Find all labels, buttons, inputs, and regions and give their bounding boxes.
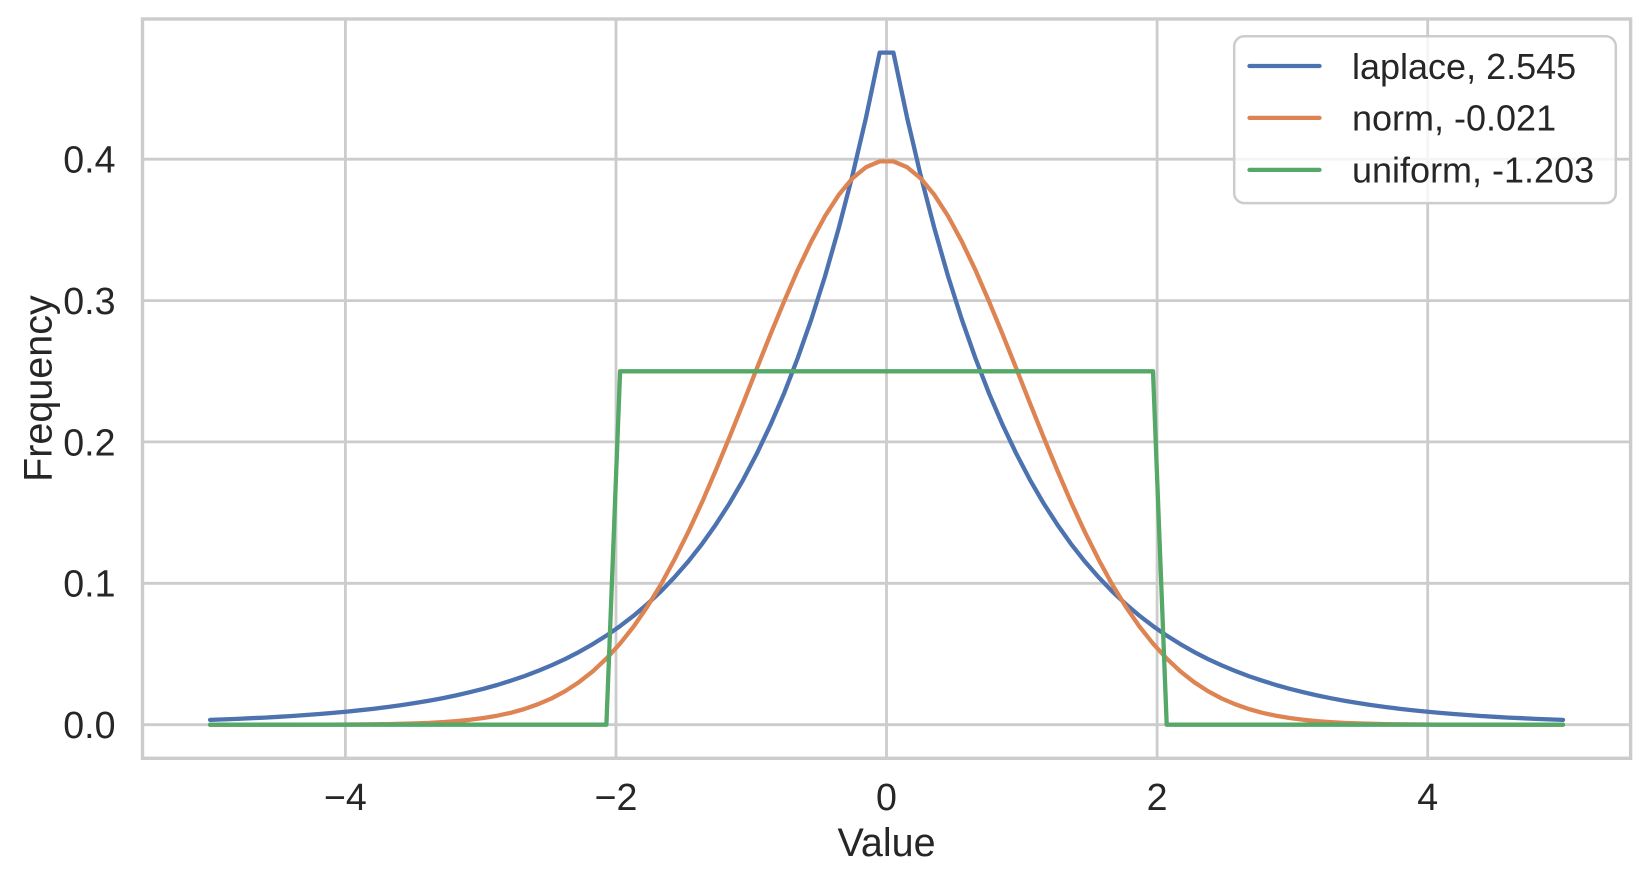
- svg-text:0.4: 0.4: [63, 139, 115, 181]
- svg-text:0.2: 0.2: [63, 421, 115, 463]
- svg-text:0: 0: [876, 776, 897, 818]
- svg-text:laplace, 2.545: laplace, 2.545: [1352, 46, 1576, 87]
- svg-text:Frequency: Frequency: [17, 295, 61, 482]
- svg-text:norm, -0.021: norm, -0.021: [1352, 98, 1556, 139]
- svg-text:0.3: 0.3: [63, 280, 115, 322]
- svg-text:0.0: 0.0: [63, 704, 115, 746]
- svg-text:uniform, -1.203: uniform, -1.203: [1352, 150, 1594, 191]
- svg-text:4: 4: [1417, 776, 1438, 818]
- svg-text:2: 2: [1147, 776, 1168, 818]
- svg-text:0.1: 0.1: [63, 563, 115, 605]
- svg-text:−2: −2: [595, 776, 638, 818]
- svg-text:−4: −4: [324, 776, 367, 818]
- svg-text:Value: Value: [837, 821, 935, 865]
